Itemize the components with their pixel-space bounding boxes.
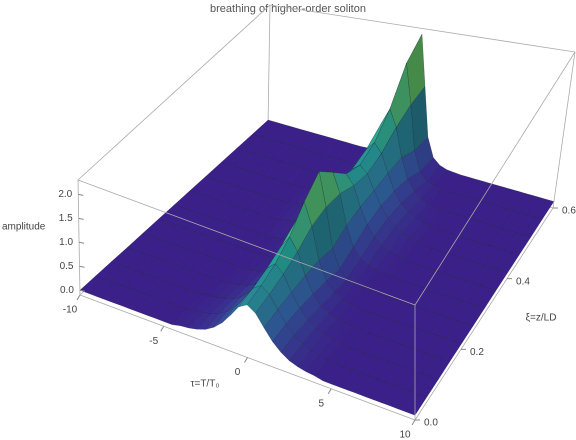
z-tick-label: 1.0 (59, 237, 73, 248)
x-tick (76, 294, 81, 301)
x-tick-label: 5 (318, 398, 324, 409)
chart-title: breathing of higher-order soliton (210, 3, 366, 15)
x-tick-label: -5 (149, 336, 158, 347)
surface-patch (406, 394, 427, 416)
box-edge (414, 207, 554, 421)
y-tick-label: 0.0 (424, 418, 438, 429)
z-tick (78, 193, 84, 196)
y-tick-label: 0.2 (470, 347, 484, 358)
y-tick-label: 0.6 (562, 206, 576, 217)
box-edge (269, 4, 576, 53)
z-tick (78, 241, 85, 244)
x-tick (411, 419, 416, 426)
x-tick (244, 357, 248, 363)
x-tick-label: 10 (399, 430, 411, 440)
z-tick-label: 2.0 (58, 189, 72, 200)
y-tick-label: 0.4 (516, 276, 530, 287)
box-edge (77, 179, 416, 306)
z-tick-label: 0.0 (60, 285, 74, 296)
z-tick (79, 265, 85, 268)
x-tick (327, 388, 332, 395)
x-axis-label: τ=T/T₀ (191, 379, 220, 390)
z-tick (78, 217, 84, 220)
y-axis-label: ξ=z/LD (526, 313, 557, 324)
x-tick-label: 0 (235, 367, 241, 378)
box-edge (414, 51, 576, 306)
z-tick-label: 1.5 (59, 213, 73, 224)
box-edge (267, 4, 271, 126)
box-edge (77, 179, 81, 296)
box-edge (77, 4, 271, 181)
z-tick (79, 289, 86, 292)
z-tick-label: 0.5 (60, 261, 74, 272)
x-tick-label: -10 (63, 305, 78, 316)
x-tick (160, 325, 165, 332)
z-axis-label: amplitude (2, 222, 46, 233)
box-edge (552, 51, 576, 209)
